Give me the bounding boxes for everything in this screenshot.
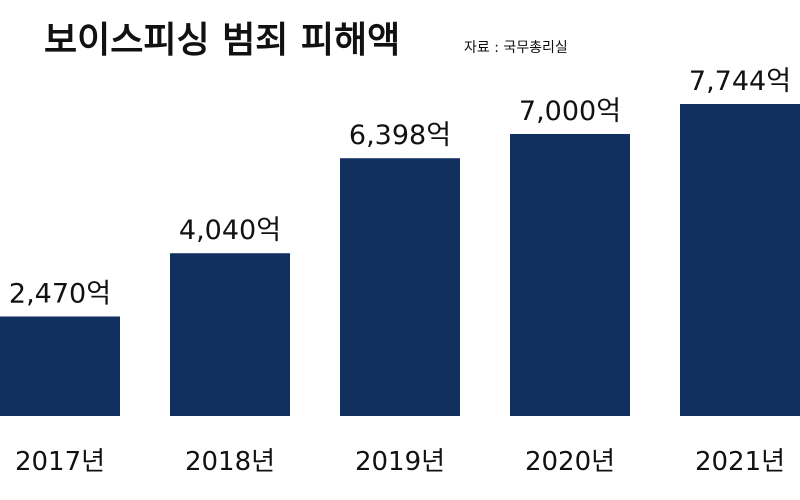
x-tick-label-2: 2018년 <box>185 447 275 477</box>
bar-1 <box>0 316 120 416</box>
bar-2 <box>170 253 290 416</box>
value-label-2: 4,040억 <box>179 215 281 246</box>
value-labels-group: 2,470억 4,040억 6,398억 7,000억 7,744억 <box>9 66 791 309</box>
value-label-3: 6,398억 <box>349 120 451 151</box>
value-label-1: 2,470억 <box>9 278 111 309</box>
x-tick-label-4: 2020년 <box>525 447 615 477</box>
bar-5 <box>680 104 800 416</box>
x-tick-label-1: 2017년 <box>15 447 105 477</box>
value-label-5: 7,744억 <box>689 66 791 97</box>
bar-3 <box>340 158 460 416</box>
bars-group <box>0 104 800 416</box>
x-tick-label-3: 2019년 <box>355 447 445 477</box>
x-tick-label-5: 2021년 <box>695 447 785 477</box>
bar-4 <box>510 133 630 416</box>
chart-title: 보이스피싱 범죄 피해액 <box>44 20 400 61</box>
chart-source: 자료 : 국무총리실 <box>464 40 568 56</box>
value-label-4: 7,000억 <box>519 96 621 127</box>
x-tick-labels-group: 2017년 2018년 2019년 2020년 2021년 <box>15 447 785 477</box>
